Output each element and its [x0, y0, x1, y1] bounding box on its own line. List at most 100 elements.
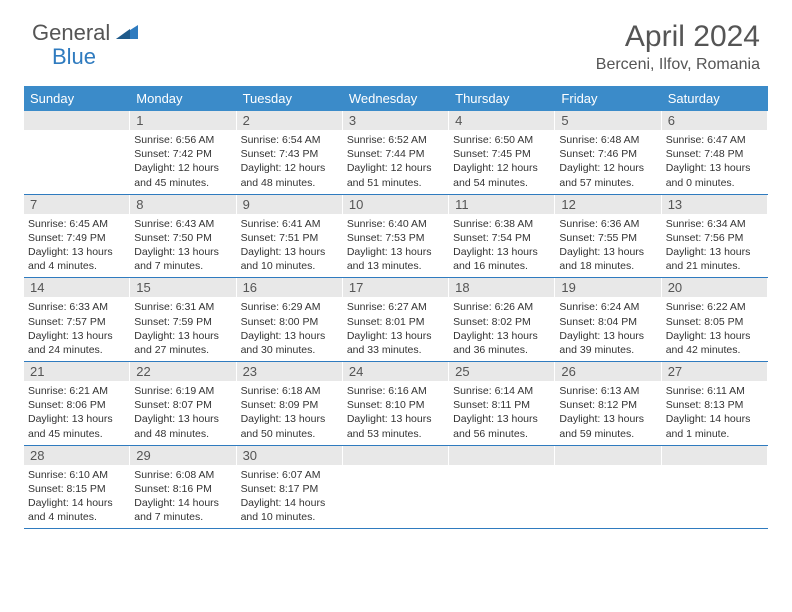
sunrise-text: Sunrise: 6:10 AM — [28, 468, 125, 482]
day-cell: 11Sunrise: 6:38 AMSunset: 7:54 PMDayligh… — [449, 195, 555, 278]
day-data: Sunrise: 6:33 AMSunset: 7:57 PMDaylight:… — [24, 297, 129, 361]
sunrise-text: Sunrise: 6:24 AM — [559, 300, 656, 314]
day-data: Sunrise: 6:34 AMSunset: 7:56 PMDaylight:… — [662, 214, 767, 278]
daylight-text: Daylight: 13 hours and 10 minutes. — [241, 245, 338, 273]
day-number: 13 — [662, 195, 767, 214]
page-header: General Blue April 2024 Berceni, Ilfov, … — [0, 0, 792, 82]
daylight-text: Daylight: 14 hours and 1 minute. — [666, 412, 763, 440]
sunrise-text: Sunrise: 6:27 AM — [347, 300, 444, 314]
sunset-text: Sunset: 8:16 PM — [134, 482, 231, 496]
sunrise-text: Sunrise: 6:19 AM — [134, 384, 231, 398]
daylight-text: Daylight: 12 hours and 54 minutes. — [453, 161, 550, 189]
day-number: 2 — [237, 111, 342, 130]
sunrise-text: Sunrise: 6:16 AM — [347, 384, 444, 398]
week-row: 28Sunrise: 6:10 AMSunset: 8:15 PMDayligh… — [24, 446, 768, 530]
daylight-text: Daylight: 12 hours and 48 minutes. — [241, 161, 338, 189]
day-number — [555, 446, 660, 465]
day-data: Sunrise: 6:29 AMSunset: 8:00 PMDaylight:… — [237, 297, 342, 361]
sunset-text: Sunset: 8:04 PM — [559, 315, 656, 329]
day-data: Sunrise: 6:26 AMSunset: 8:02 PMDaylight:… — [449, 297, 554, 361]
sunset-text: Sunset: 8:09 PM — [241, 398, 338, 412]
day-number: 10 — [343, 195, 448, 214]
sunrise-text: Sunrise: 6:50 AM — [453, 133, 550, 147]
daylight-text: Daylight: 13 hours and 45 minutes. — [28, 412, 125, 440]
sunset-text: Sunset: 7:49 PM — [28, 231, 125, 245]
day-number — [662, 446, 767, 465]
day-data: Sunrise: 6:38 AMSunset: 7:54 PMDaylight:… — [449, 214, 554, 278]
sunset-text: Sunset: 8:12 PM — [559, 398, 656, 412]
sunset-text: Sunset: 8:02 PM — [453, 315, 550, 329]
sunset-text: Sunset: 7:59 PM — [134, 315, 231, 329]
calendar-grid: SundayMondayTuesdayWednesdayThursdayFrid… — [24, 86, 768, 529]
brand-logo: General Blue — [32, 20, 140, 46]
sunset-text: Sunset: 7:55 PM — [559, 231, 656, 245]
daylight-text: Daylight: 13 hours and 21 minutes. — [666, 245, 763, 273]
sunset-text: Sunset: 8:17 PM — [241, 482, 338, 496]
sunrise-text: Sunrise: 6:36 AM — [559, 217, 656, 231]
day-number: 9 — [237, 195, 342, 214]
day-cell: 17Sunrise: 6:27 AMSunset: 8:01 PMDayligh… — [343, 278, 449, 361]
day-cell: 16Sunrise: 6:29 AMSunset: 8:00 PMDayligh… — [237, 278, 343, 361]
sunset-text: Sunset: 8:15 PM — [28, 482, 125, 496]
day-number: 1 — [130, 111, 235, 130]
weekday-header: Saturday — [662, 86, 768, 111]
day-data: Sunrise: 6:11 AMSunset: 8:13 PMDaylight:… — [662, 381, 767, 445]
sunset-text: Sunset: 7:45 PM — [453, 147, 550, 161]
sunset-text: Sunset: 7:54 PM — [453, 231, 550, 245]
sunrise-text: Sunrise: 6:54 AM — [241, 133, 338, 147]
day-cell: 25Sunrise: 6:14 AMSunset: 8:11 PMDayligh… — [449, 362, 555, 445]
day-cell: 24Sunrise: 6:16 AMSunset: 8:10 PMDayligh… — [343, 362, 449, 445]
day-cell: 20Sunrise: 6:22 AMSunset: 8:05 PMDayligh… — [662, 278, 768, 361]
brand-triangle-icon — [116, 23, 138, 44]
day-cell: 1Sunrise: 6:56 AMSunset: 7:42 PMDaylight… — [130, 111, 236, 194]
day-number: 19 — [555, 278, 660, 297]
day-cell: 5Sunrise: 6:48 AMSunset: 7:46 PMDaylight… — [555, 111, 661, 194]
sunrise-text: Sunrise: 6:34 AM — [666, 217, 763, 231]
sunset-text: Sunset: 7:51 PM — [241, 231, 338, 245]
sunrise-text: Sunrise: 6:18 AM — [241, 384, 338, 398]
day-cell: 10Sunrise: 6:40 AMSunset: 7:53 PMDayligh… — [343, 195, 449, 278]
sunrise-text: Sunrise: 6:41 AM — [241, 217, 338, 231]
day-data: Sunrise: 6:41 AMSunset: 7:51 PMDaylight:… — [237, 214, 342, 278]
day-cell: 13Sunrise: 6:34 AMSunset: 7:56 PMDayligh… — [662, 195, 768, 278]
day-number: 11 — [449, 195, 554, 214]
sunrise-text: Sunrise: 6:29 AM — [241, 300, 338, 314]
day-number: 22 — [130, 362, 235, 381]
day-cell: 8Sunrise: 6:43 AMSunset: 7:50 PMDaylight… — [130, 195, 236, 278]
sunrise-text: Sunrise: 6:11 AM — [666, 384, 763, 398]
daylight-text: Daylight: 12 hours and 45 minutes. — [134, 161, 231, 189]
day-cell: 21Sunrise: 6:21 AMSunset: 8:06 PMDayligh… — [24, 362, 130, 445]
sunset-text: Sunset: 8:06 PM — [28, 398, 125, 412]
day-number: 24 — [343, 362, 448, 381]
day-number: 3 — [343, 111, 448, 130]
day-number — [24, 111, 129, 130]
day-number: 8 — [130, 195, 235, 214]
sunset-text: Sunset: 8:01 PM — [347, 315, 444, 329]
day-data: Sunrise: 6:24 AMSunset: 8:04 PMDaylight:… — [555, 297, 660, 361]
sunset-text: Sunset: 7:53 PM — [347, 231, 444, 245]
day-number: 29 — [130, 446, 235, 465]
daylight-text: Daylight: 13 hours and 24 minutes. — [28, 329, 125, 357]
daylight-text: Daylight: 13 hours and 39 minutes. — [559, 329, 656, 357]
title-block: April 2024 Berceni, Ilfov, Romania — [596, 20, 760, 74]
day-number: 4 — [449, 111, 554, 130]
daylight-text: Daylight: 12 hours and 57 minutes. — [559, 161, 656, 189]
brand-text-2: Blue — [52, 44, 96, 70]
day-number: 28 — [24, 446, 129, 465]
daylight-text: Daylight: 12 hours and 51 minutes. — [347, 161, 444, 189]
day-cell: 4 Sunrise: 6:50 AMSunset: 7:45 PMDaylight… — [449, 111, 555, 194]
sunrise-text: Sunrise: 6:33 AM — [28, 300, 125, 314]
day-number — [343, 446, 448, 465]
weekday-header: Thursday — [449, 86, 555, 111]
sunset-text: Sunset: 8:13 PM — [666, 398, 763, 412]
day-data: Sunrise: 6:56 AMSunset: 7:42 PMDaylight:… — [130, 130, 235, 194]
month-title: April 2024 — [596, 20, 760, 54]
day-cell: 23Sunrise: 6:18 AMSunset: 8:09 PMDayligh… — [237, 362, 343, 445]
sunrise-text: Sunrise: 6:31 AM — [134, 300, 231, 314]
day-data: Sunrise: 6:22 AMSunset: 8:05 PMDaylight:… — [662, 297, 767, 361]
day-number: 5 — [555, 111, 660, 130]
daylight-text: Daylight: 13 hours and 50 minutes. — [241, 412, 338, 440]
daylight-text: Daylight: 13 hours and 27 minutes. — [134, 329, 231, 357]
day-data: Sunrise: 6:07 AMSunset: 8:17 PMDaylight:… — [237, 465, 342, 529]
empty-cell — [24, 111, 130, 194]
